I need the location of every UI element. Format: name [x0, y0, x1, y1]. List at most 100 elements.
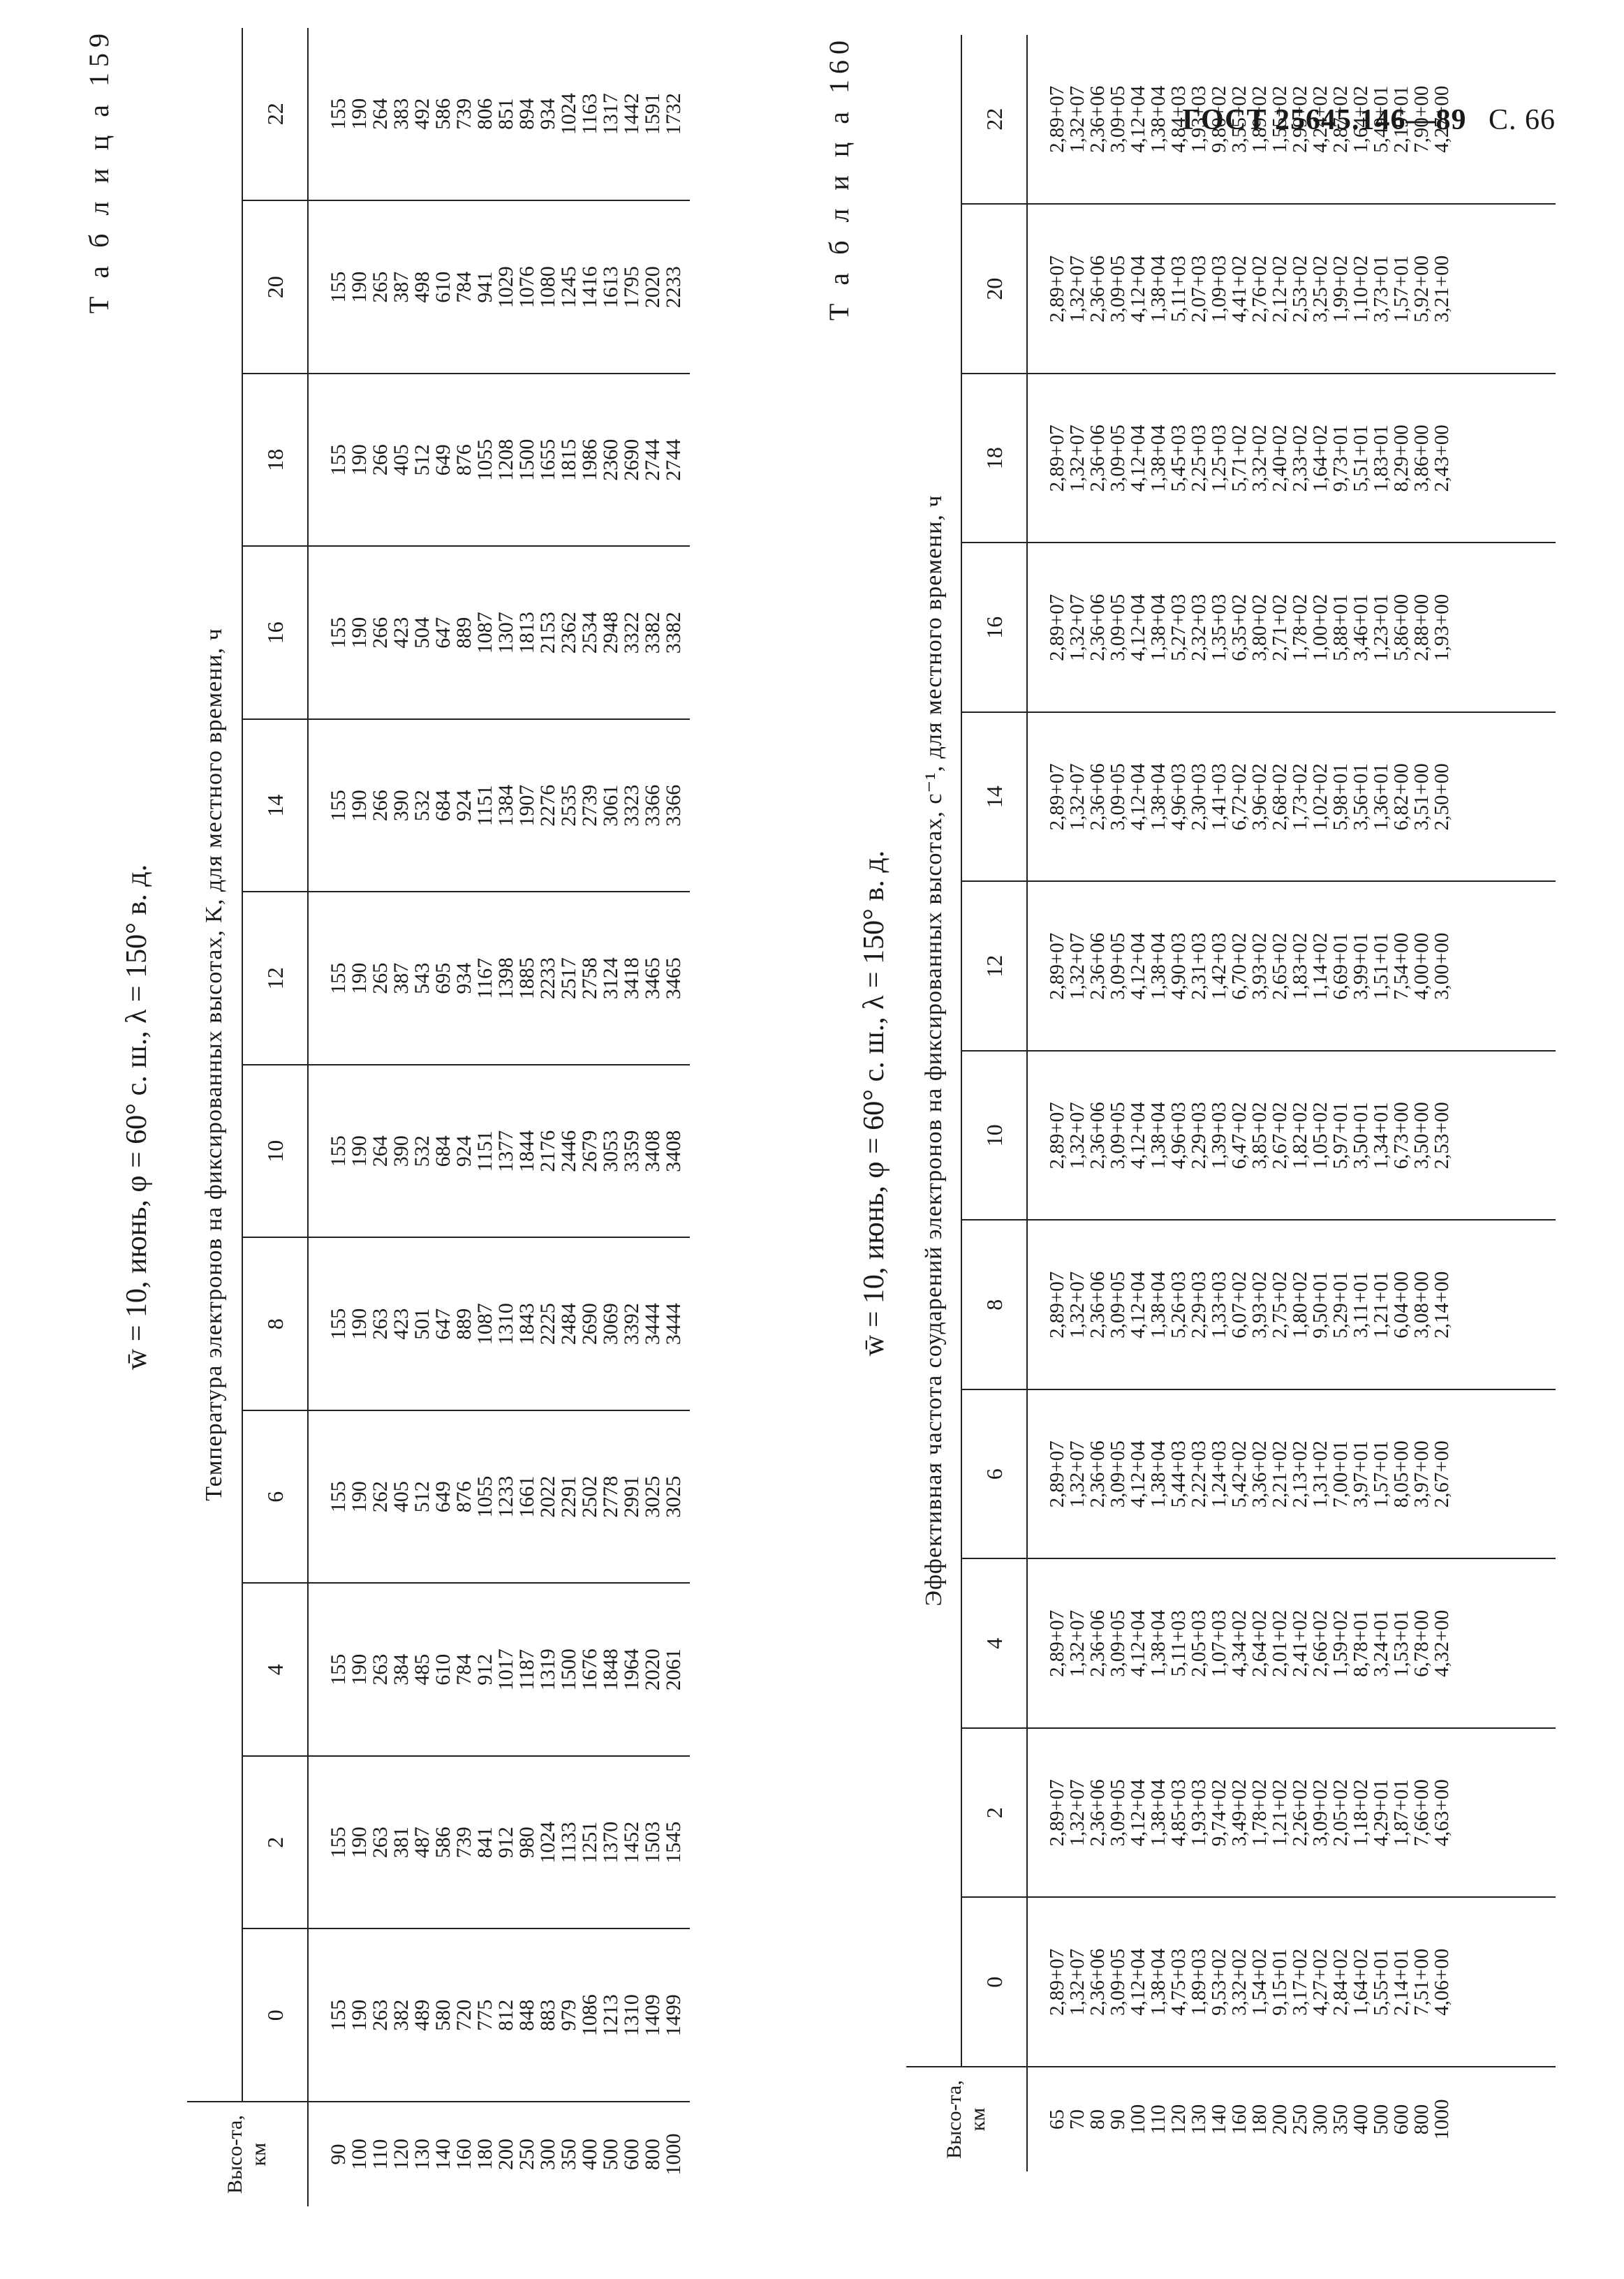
hour-header: 4 [242, 1583, 308, 1756]
cell-value: 4,85+03 [1167, 1779, 1190, 1847]
cell-value: 1,35+03 [1208, 593, 1230, 661]
hour-column: 2,89+07 1,32+07 2,36+06 3,09+05 4,12+04 1,38+… [1027, 1220, 1556, 1389]
cell-value: 2153 [536, 612, 559, 654]
cell-value: 1,78+02 [1289, 593, 1311, 661]
cell-value: 5,86+00 [1390, 593, 1412, 661]
cell-value: 1,10+02 [1350, 255, 1372, 323]
cell-value: 1017 [494, 1649, 517, 1691]
cell-value: 2,89+07 [1046, 85, 1068, 153]
cell-value: 1,00+02 [1309, 593, 1331, 661]
cell-value: 2,89+07 [1046, 763, 1068, 831]
cell-value: 4,00+00 [1410, 932, 1433, 1000]
cell-value: 6,07+02 [1228, 1271, 1250, 1338]
cell-value: 5,26+03 [1167, 1271, 1190, 1338]
cell-value: 695 [431, 962, 455, 994]
cell-value: 4,32+00 [1431, 1609, 1453, 1677]
hour-header: 16 [242, 546, 308, 719]
cell-value: 1,21+01 [1370, 1271, 1392, 1338]
cell-value: 390 [390, 1135, 413, 1167]
cell-value: 9,50+01 [1309, 1271, 1331, 1338]
span-header: Эффективная частота соударений электроно… [906, 35, 961, 2067]
hours-header-row: 0 2 4 6 8 10 12 14 16 18 20 22 [242, 28, 308, 2206]
cell-value: 2,89+07 [1046, 425, 1068, 492]
cell-value: 1163 [578, 93, 601, 135]
cell-value: 1848 [599, 1649, 622, 1691]
cell-value: 1,33+03 [1208, 1271, 1230, 1338]
cell-value: 1,38+04 [1147, 763, 1169, 831]
cell-value: 6,78+00 [1410, 1609, 1433, 1677]
cell-value: 263 [369, 1999, 392, 2031]
cell-value: 1,93+03 [1188, 85, 1210, 153]
cell-value: 1,38+04 [1147, 1102, 1169, 1170]
hour-header: 12 [961, 881, 1027, 1051]
cell-value: 979 [557, 1999, 580, 2031]
altitude-value: 70 [1066, 2109, 1088, 2130]
cell-value: 6,04+00 [1390, 1271, 1412, 1338]
altitude-value: 130 [1188, 2104, 1210, 2135]
cell-value: 610 [431, 1653, 455, 1686]
cell-value: 5,11+03 [1167, 1610, 1190, 1677]
cell-value: 9,80+02 [1208, 85, 1230, 153]
cell-value: 1,38+04 [1147, 255, 1169, 323]
cell-value: 4,12+04 [1127, 1609, 1149, 1677]
cell-value: 4,12+04 [1127, 85, 1149, 153]
cell-value: 501 [411, 1308, 434, 1340]
standard-code: ГОСТ 25645.146—89 [1182, 104, 1467, 136]
cell-value: 7,51+00 [1410, 1948, 1433, 2016]
hour-header: 10 [961, 1051, 1027, 1220]
cell-value: 2225 [536, 1303, 559, 1345]
cell-value: 1,38+04 [1147, 1440, 1169, 1508]
cell-value: 3382 [641, 612, 664, 654]
cell-value: 3,09+05 [1107, 932, 1129, 1000]
cell-value: 3,56+01 [1350, 763, 1372, 831]
altitude-value: 200 [494, 2139, 517, 2170]
altitude-value: 100 [1127, 2104, 1149, 2135]
cell-value: 4,34+02 [1228, 1609, 1250, 1677]
cell-value: 266 [369, 790, 392, 822]
altitude-value: 120 [1167, 2104, 1190, 2135]
hour-header: 20 [242, 200, 308, 374]
cell-value: 5,45+03 [1167, 425, 1190, 492]
cell-value: 2,89+07 [1046, 1440, 1068, 1508]
cell-value: 2,89+07 [1046, 1779, 1068, 1847]
cell-value: 265 [369, 962, 392, 994]
altitude-value: 160 [452, 2139, 475, 2170]
cell-value: 2,68+02 [1269, 763, 1291, 831]
hour-header: 8 [961, 1220, 1027, 1389]
cell-value: 6,70+02 [1228, 932, 1250, 1000]
cell-value: 190 [348, 962, 371, 994]
cell-value: 739 [452, 98, 475, 130]
cell-value: 2,89+07 [1046, 1102, 1068, 1170]
cell-value: 889 [452, 1308, 475, 1340]
hour-column: 2,89+07 1,32+07 2,36+06 3,09+05 4,12+04 1,38+… [1027, 1728, 1556, 1898]
hour-header: 14 [242, 719, 308, 892]
altitude-value: 80 [1086, 2109, 1109, 2130]
cell-value: 1452 [620, 1821, 643, 1864]
cell-value: 5,42+02 [1228, 1440, 1250, 1508]
cell-value: 4,12+04 [1127, 1102, 1149, 1170]
cell-value: 3,97+01 [1350, 1440, 1372, 1508]
cell-value: 2,36+06 [1086, 1271, 1109, 1338]
cell-value: 720 [452, 1999, 475, 2031]
cell-value: 1,39+03 [1208, 1102, 1230, 1170]
cell-value: 3,21+00 [1431, 255, 1453, 323]
cell-value: 841 [473, 1827, 496, 1859]
altitude-header: Высо-та, км [906, 2067, 1027, 2171]
cell-value: 1613 [599, 266, 622, 309]
cell-value: 1,78+02 [1248, 1779, 1271, 1847]
cell-value: 155 [327, 1827, 350, 1859]
cell-value: 3465 [641, 957, 664, 1000]
cell-value: 1,32+07 [1066, 1779, 1088, 1847]
cell-value: 1080 [536, 266, 559, 309]
cell-value: 3,25+02 [1309, 255, 1331, 323]
cell-value: 266 [369, 444, 392, 476]
cell-value: 1,38+04 [1147, 932, 1169, 1000]
cell-value: 1732 [662, 93, 685, 135]
cell-value: 775 [473, 1999, 496, 2031]
cell-value: 6,35+02 [1228, 593, 1250, 661]
cell-value: 1,32+07 [1066, 1609, 1088, 1677]
cell-value: 1591 [641, 93, 664, 135]
cell-value: 1,38+04 [1147, 1779, 1169, 1847]
hour-header: 12 [242, 892, 308, 1065]
cell-value: 2,53+02 [1289, 255, 1311, 323]
